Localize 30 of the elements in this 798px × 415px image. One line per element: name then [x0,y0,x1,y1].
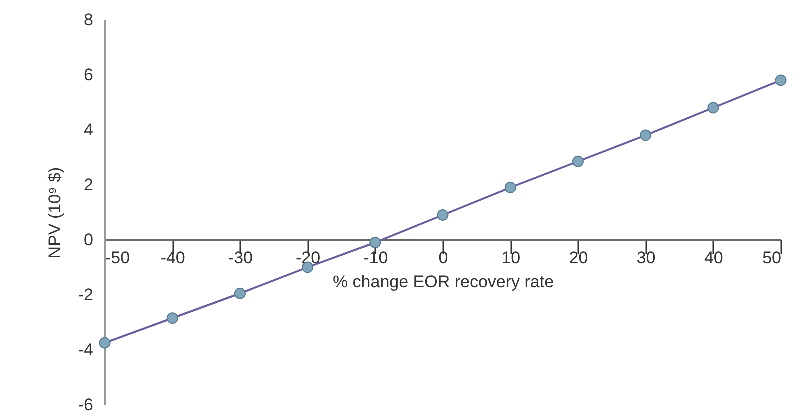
point [370,237,382,248]
y-tick-label: 4 [84,120,94,140]
point [775,74,787,86]
point [504,182,516,194]
x-tick-label: 20 [569,248,588,268]
y-tick-label: 0 [84,230,94,250]
point [572,156,584,168]
x-tick-label: -30 [228,248,253,268]
y-tick-label: -2 [78,286,94,304]
y-tick-label: 2 [84,176,94,194]
x-tick-label: 30 [636,248,656,268]
x-tick-label: 40 [704,248,724,268]
point [708,102,720,114]
point [437,210,449,221]
x-axis-title: % change EOR recovery rate [332,272,554,292]
y-tick-label: 8 [84,10,94,30]
x-tick-label: 0 [438,248,448,268]
y-tick-label: 6 [84,66,94,84]
y-tick-label: -6 [78,396,94,414]
point [166,312,178,324]
point [234,288,246,300]
x-tick-label: -50 [106,248,130,268]
x-tick-label: -10 [364,248,388,268]
x-tick-label: 10 [502,248,521,268]
point [640,130,652,142]
x-tick-label: 50 [762,248,782,268]
point [99,337,111,349]
x-tick-label: -40 [160,248,186,268]
y-axis-title: NPV (10⁹ $) [45,167,64,259]
y-tick-label: -4 [78,340,94,360]
